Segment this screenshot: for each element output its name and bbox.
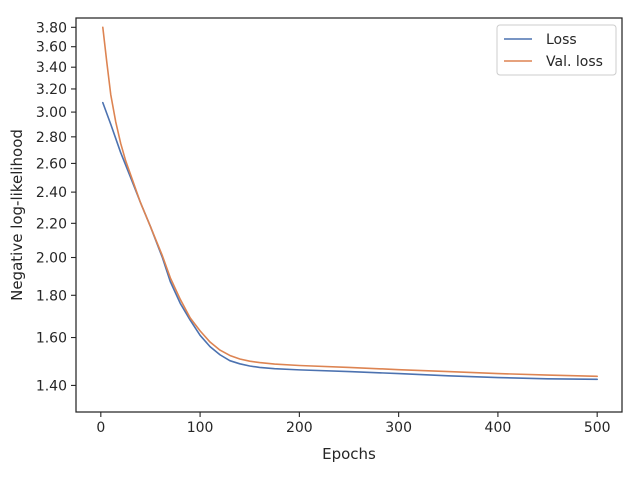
y-tick-label: 2.40 — [36, 185, 67, 201]
y-tick-label: 2.20 — [36, 216, 67, 232]
series-line-loss — [102, 101, 598, 381]
y-tick-label: 3.40 — [36, 60, 67, 76]
x-tick-label: 300 — [385, 420, 412, 436]
series-line-val-loss — [102, 26, 598, 378]
ticks-group: 0 100 200 300 400 500 1.40 1.60 1.80 2.00 2.20 2.40… — [36, 20, 611, 436]
plot-frame — [75, 17, 623, 413]
legend-label: Loss — [546, 32, 577, 48]
legend: Loss Val. loss — [496, 24, 617, 76]
y-tick-label: 3.80 — [36, 20, 67, 36]
y-tick-label: 3.20 — [36, 82, 67, 98]
x-tick-label: 0 — [96, 420, 105, 436]
y-tick-label: 2.60 — [36, 156, 67, 172]
y-tick-label: 1.60 — [36, 331, 67, 347]
x-tick-label: 200 — [286, 420, 313, 436]
legend-label: Val. loss — [546, 54, 603, 70]
x-axis-label: Epochs — [322, 445, 376, 463]
y-tick-label: 2.80 — [36, 130, 67, 146]
y-tick-label: 3.60 — [36, 40, 67, 56]
y-tick-label: 2.00 — [36, 251, 67, 267]
x-tick-label: 100 — [187, 420, 214, 436]
y-tick-label: 1.80 — [36, 288, 67, 304]
y-tick-label: 3.00 — [36, 105, 67, 121]
y-tick-label: 1.40 — [36, 378, 67, 394]
legend-box — [496, 24, 617, 76]
series-lines — [102, 26, 598, 381]
x-tick-label: 400 — [485, 420, 512, 436]
x-tick-label: 500 — [584, 420, 611, 436]
y-axis-label: Negative log-likelihood — [8, 129, 26, 301]
